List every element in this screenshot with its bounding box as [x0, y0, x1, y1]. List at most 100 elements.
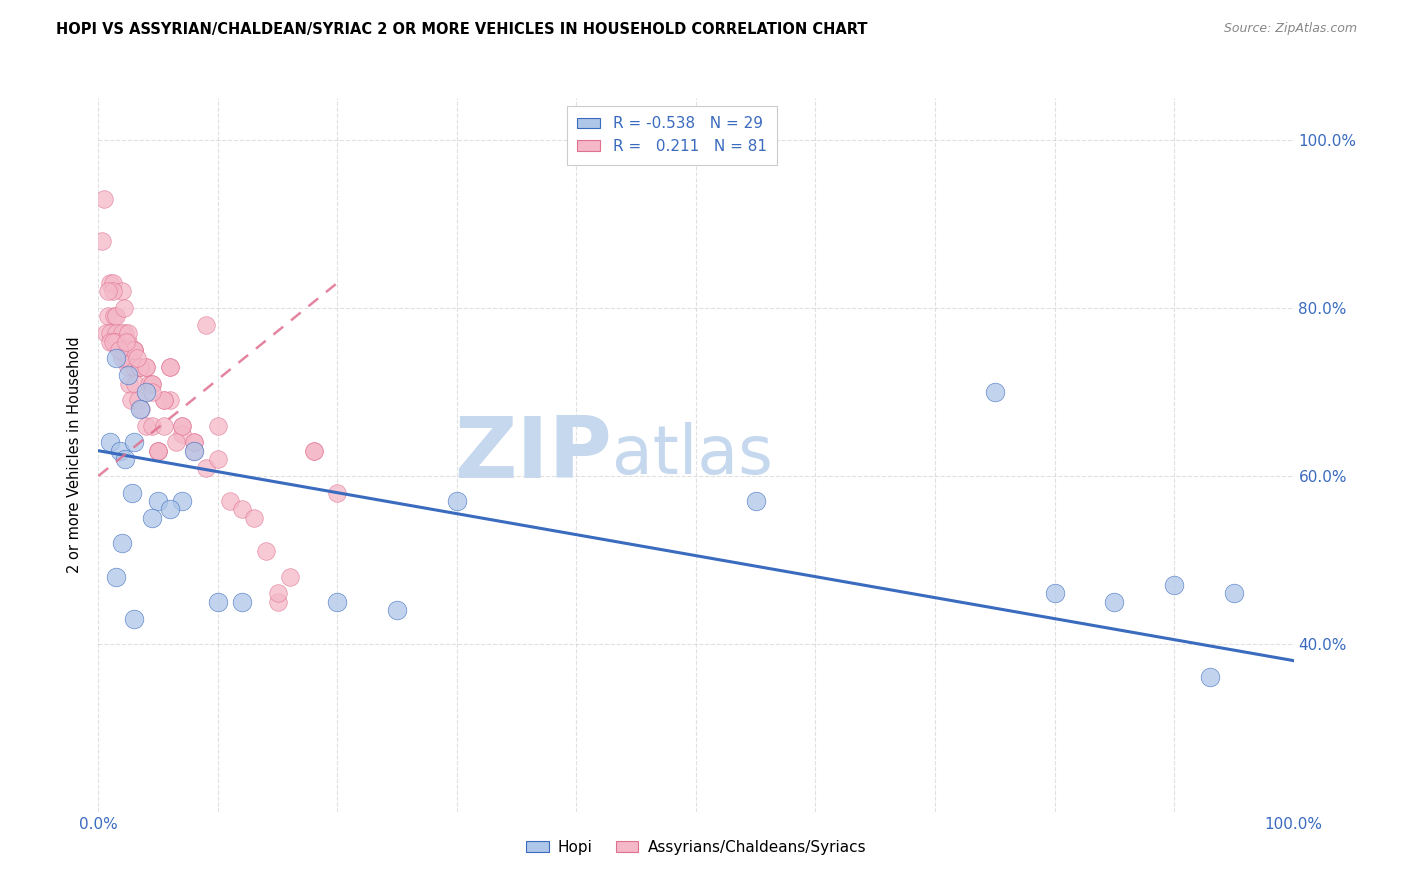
- Point: [1199, 670, 1222, 684]
- Point: [135, 359, 157, 374]
- Point: [129, 359, 152, 374]
- Point: [195, 460, 218, 475]
- Point: [105, 326, 128, 341]
- Point: [148, 443, 170, 458]
- Point: [127, 393, 149, 408]
- Point: [1163, 578, 1185, 592]
- Text: ZIP: ZIP: [454, 413, 613, 497]
- Point: [124, 343, 146, 357]
- Point: [108, 343, 131, 357]
- Point: [165, 435, 187, 450]
- Point: [207, 452, 229, 467]
- Point: [91, 234, 114, 248]
- Point: [105, 351, 128, 366]
- Point: [243, 511, 266, 525]
- Point: [153, 418, 176, 433]
- Point: [101, 276, 124, 290]
- Point: [141, 511, 163, 525]
- Point: [326, 485, 349, 500]
- Point: [141, 384, 163, 399]
- Point: [101, 284, 124, 298]
- Point: [125, 351, 148, 366]
- Legend: Hopi, Assyrians/Chaldeans/Syriacs: Hopi, Assyrians/Chaldeans/Syriacs: [520, 834, 872, 861]
- Point: [97, 310, 120, 324]
- Text: Source: ZipAtlas.com: Source: ZipAtlas.com: [1223, 22, 1357, 36]
- Point: [105, 569, 128, 583]
- Text: atlas: atlas: [613, 422, 773, 488]
- Y-axis label: 2 or more Vehicles in Household: 2 or more Vehicles in Household: [67, 336, 83, 574]
- Point: [183, 435, 205, 450]
- Point: [114, 326, 136, 341]
- Point: [1223, 586, 1246, 600]
- Point: [105, 310, 128, 324]
- Point: [148, 443, 170, 458]
- Point: [141, 376, 163, 391]
- Point: [118, 376, 141, 391]
- Point: [115, 334, 138, 349]
- Point: [745, 494, 768, 508]
- Point: [103, 310, 125, 324]
- Point: [153, 393, 176, 408]
- Point: [135, 359, 157, 374]
- Point: [124, 343, 146, 357]
- Point: [326, 595, 349, 609]
- Point: [129, 359, 152, 374]
- Point: [135, 418, 157, 433]
- Point: [98, 334, 122, 349]
- Point: [98, 435, 122, 450]
- Point: [148, 494, 170, 508]
- Point: [117, 368, 139, 383]
- Point: [172, 494, 194, 508]
- Point: [117, 326, 139, 341]
- Point: [98, 276, 122, 290]
- Point: [267, 595, 290, 609]
- Point: [94, 326, 117, 341]
- Point: [135, 384, 157, 399]
- Point: [231, 502, 253, 516]
- Point: [117, 359, 139, 374]
- Point: [101, 334, 124, 349]
- Point: [153, 393, 176, 408]
- Point: [124, 435, 146, 450]
- Point: [172, 426, 194, 441]
- Point: [111, 351, 134, 366]
- Point: [124, 612, 146, 626]
- Point: [183, 435, 205, 450]
- Point: [446, 494, 468, 508]
- Point: [129, 359, 152, 374]
- Point: [124, 376, 146, 391]
- Point: [183, 443, 205, 458]
- Point: [159, 359, 181, 374]
- Point: [159, 502, 181, 516]
- Point: [98, 326, 122, 341]
- Point: [120, 393, 142, 408]
- Point: [219, 494, 242, 508]
- Point: [97, 284, 120, 298]
- Point: [159, 393, 181, 408]
- Point: [984, 384, 1007, 399]
- Point: [111, 334, 134, 349]
- Point: [172, 418, 194, 433]
- Point: [1104, 595, 1126, 609]
- Point: [105, 334, 128, 349]
- Point: [117, 334, 139, 349]
- Point: [114, 452, 136, 467]
- Point: [207, 595, 229, 609]
- Point: [207, 418, 229, 433]
- Point: [267, 586, 290, 600]
- Point: [385, 603, 409, 617]
- Point: [302, 443, 325, 458]
- Point: [124, 359, 146, 374]
- Point: [195, 318, 218, 332]
- Point: [159, 359, 181, 374]
- Point: [138, 376, 160, 391]
- Point: [129, 401, 152, 416]
- Point: [148, 443, 170, 458]
- Point: [111, 284, 134, 298]
- Point: [93, 192, 115, 206]
- Point: [141, 418, 163, 433]
- Point: [107, 343, 129, 357]
- Point: [115, 351, 138, 366]
- Point: [141, 376, 163, 391]
- Point: [121, 485, 143, 500]
